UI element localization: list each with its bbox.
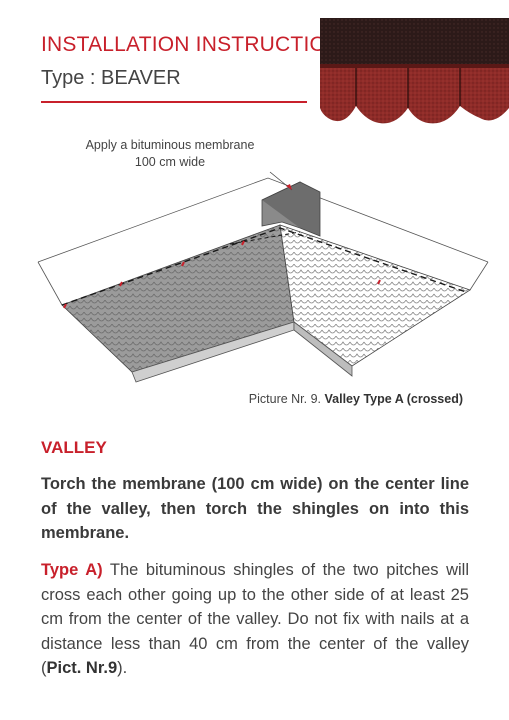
valley-diagram bbox=[37, 171, 489, 383]
figure-caption: Picture Nr. 9. Valley Type A (crossed) bbox=[249, 392, 463, 406]
beaver-shingle-image bbox=[320, 18, 509, 130]
type-a-paragraph: Type A) The bituminous shingles of the t… bbox=[41, 558, 469, 681]
page-title: INSTALLATION INSTRUCTION bbox=[41, 33, 342, 56]
product-type: Type : BEAVER bbox=[41, 67, 181, 89]
callout-line-2: 100 cm wide bbox=[134, 155, 206, 169]
type-a-text: The bituminous shingles of the two pitch… bbox=[41, 561, 469, 677]
instruction-bold-paragraph: Torch the membrane (100 cm wide) on the … bbox=[41, 475, 469, 542]
caption-prefix: Picture Nr. 9. bbox=[248, 392, 322, 406]
callout-label: Apply a bituminous membrane 100 cm wide bbox=[60, 137, 280, 171]
type-a-end: ). bbox=[117, 659, 128, 677]
caption-title: Valley Type A (crossed) bbox=[324, 392, 463, 406]
picture-reference: Pict. Nr.9 bbox=[46, 659, 118, 677]
section-heading: VALLEY bbox=[41, 438, 107, 457]
callout-line-1: Apply a bituminous membrane bbox=[85, 138, 255, 152]
type-a-lead: Type A) bbox=[41, 561, 103, 579]
title-underline bbox=[41, 101, 307, 103]
